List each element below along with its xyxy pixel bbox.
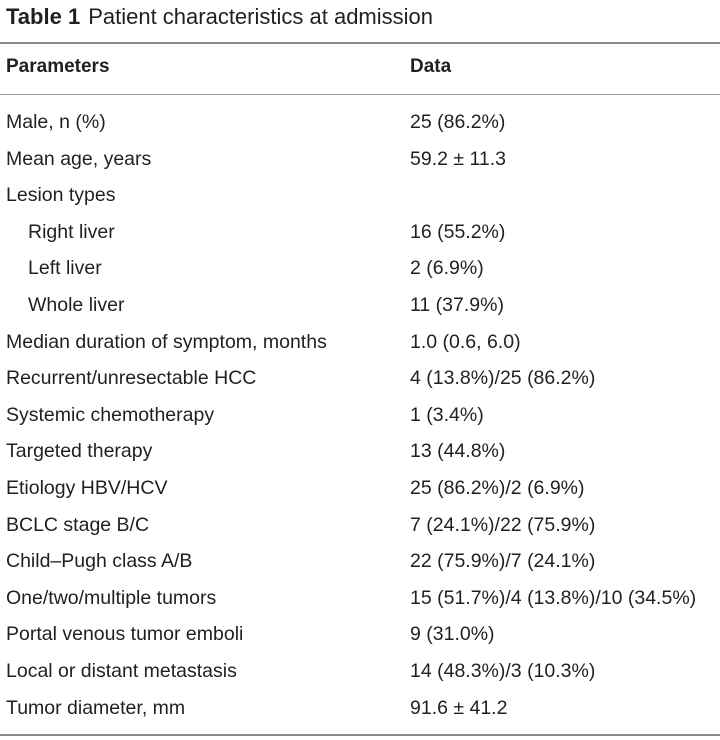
row-parameter: Mean age, years xyxy=(6,147,152,170)
table-row: Tumor diameter, mm 91.6 ± 41.2 xyxy=(0,690,720,727)
row-value: 22 (75.9%)/7 (24.1%) xyxy=(410,550,596,573)
table-row: Median duration of symptom, months 1.0 (0… xyxy=(0,324,720,361)
row-parameter: Child–Pugh class A/B xyxy=(6,550,193,573)
row-parameter: Male, n (%) xyxy=(6,111,106,133)
row-value: 1.0 (0.6, 6.0) xyxy=(410,330,521,353)
row-parameter: Tumor diameter, mm xyxy=(6,696,186,719)
row-parameter: Left liver xyxy=(28,257,102,280)
row-value: 7 (24.1%)/22 (75.9%) xyxy=(410,513,596,536)
table-row: Male, n (%) 25 (86.2%) xyxy=(0,104,720,141)
table-row: One/two/multiple tumors 15 (51.7%)/4 (13.… xyxy=(0,580,720,617)
table-header: Parameters Data xyxy=(0,52,720,82)
row-parameter: Median duration of symptom, months xyxy=(6,330,327,353)
table-row: Local or distant metastasis 14 (48.3%)/3 … xyxy=(0,653,720,690)
table-row: Recurrent/unresectable HCC 4 (13.8%)/25 (… xyxy=(0,360,720,397)
row-parameter: Local or distant metastasis xyxy=(6,659,237,682)
row-parameter: Recurrent/unresectable HCC xyxy=(6,367,257,390)
row-parameter: Lesion types xyxy=(6,184,116,207)
row-value: 11 (37.9%) xyxy=(410,293,504,316)
table-row: BCLC stage B/C 7 (24.1%)/22 (75.9%) xyxy=(0,507,720,544)
row-parameter: Systemic chemotherapy xyxy=(6,403,215,426)
row-value: 2 (6.9%) xyxy=(410,257,484,280)
table-body: Male, n (%) 25 (86.2%) Mean age, years 59.2… xyxy=(0,104,720,726)
row-value: 14 (48.3%)/3 (10.3%) xyxy=(410,659,596,682)
row-value: 25 (86.2%) xyxy=(410,111,506,133)
row-parameter: One/two/multiple tumors xyxy=(6,586,217,609)
row-parameter: Whole liver xyxy=(28,293,125,316)
row-value: 16 (55.2%) xyxy=(410,220,506,243)
row-value: 59.2 ± 11.3 xyxy=(410,147,506,170)
table-title: Patient characteristics at admission xyxy=(88,4,434,29)
table-row: Left liver 2 (6.9%) xyxy=(0,250,720,287)
table-row: Child–Pugh class A/B 22 (75.9%)/7 (24.1%) xyxy=(0,543,720,580)
row-value: 91.6 ± 41.2 xyxy=(410,696,508,719)
row-value: 15 (51.7%)/4 (13.8%)/10 (34.5%) xyxy=(410,586,697,609)
row-parameter: Portal venous tumor emboli xyxy=(6,623,244,646)
row-parameter: Etiology HBV/HCV xyxy=(6,476,168,499)
table-caption: Table 1 Patient characteristics at admiss… xyxy=(6,2,433,32)
table-row: Lesion types xyxy=(0,177,720,214)
row-parameter: Right liver xyxy=(28,220,115,243)
table-row: Whole liver 11 (37.9%) xyxy=(0,287,720,324)
row-value: 9 (31.0%) xyxy=(410,623,495,646)
table-row: Etiology HBV/HCV 25 (86.2%)/2 (6.9%) xyxy=(0,470,720,507)
row-parameter: Targeted therapy xyxy=(6,440,153,463)
row-value: 25 (86.2%)/2 (6.9%) xyxy=(410,476,585,499)
bottom-rule xyxy=(0,734,720,736)
header-data: Data xyxy=(410,56,452,77)
header-parameters: Parameters xyxy=(6,56,110,77)
row-value: 4 (13.8%)/25 (86.2%) xyxy=(410,367,596,390)
table-row: Right liver 16 (55.2%) xyxy=(0,214,720,251)
row-parameter: BCLC stage B/C xyxy=(6,513,150,536)
row-value: 1 (3.4%) xyxy=(410,403,484,426)
table-row: Mean age, years 59.2 ± 11.3 xyxy=(0,141,720,178)
table-row: Systemic chemotherapy 1 (3.4%) xyxy=(0,397,720,434)
table-label: Table 1 xyxy=(6,4,81,29)
table-row: Targeted therapy 13 (44.8%) xyxy=(0,433,720,470)
header-rule xyxy=(0,94,720,95)
row-value: 13 (44.8%) xyxy=(410,440,506,463)
top-rule xyxy=(0,42,720,44)
table-row: Portal venous tumor emboli 9 (31.0%) xyxy=(0,616,720,653)
